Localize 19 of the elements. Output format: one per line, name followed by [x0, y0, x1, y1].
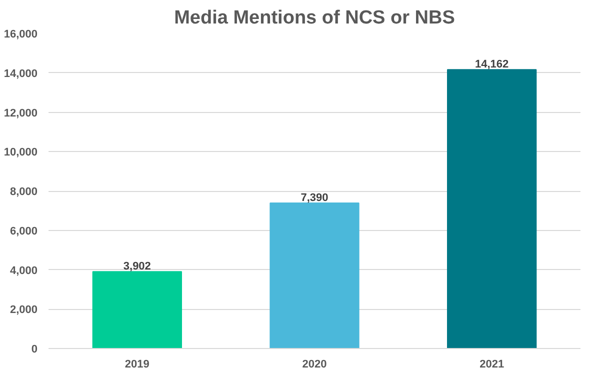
y-tick-label: 4,000 [10, 264, 38, 277]
data-label: 3,902 [123, 260, 151, 273]
y-tick-label: 8,000 [10, 186, 38, 198]
y-tick-label: 16,000 [4, 28, 38, 40]
y-tick-label: 0 [31, 344, 38, 356]
bar [270, 202, 360, 348]
x-tick-label: 2020 [302, 358, 327, 370]
x-tick-label: 2021 [480, 358, 504, 370]
data-label: 7,390 [300, 192, 328, 204]
bar [447, 69, 537, 348]
chart-title: Media Mentions of NCS or NBS [174, 8, 455, 28]
y-tick-label: 6,000 [10, 225, 38, 238]
y-tick-label: 10,000 [4, 146, 38, 159]
y-tick-label: 2,000 [10, 304, 38, 316]
bar [92, 271, 182, 348]
y-tick-label: 12,000 [4, 107, 38, 120]
y-tick-label: 14,000 [4, 68, 38, 80]
x-tick-label: 2019 [124, 358, 150, 370]
data-label: 14,162 [475, 58, 509, 71]
